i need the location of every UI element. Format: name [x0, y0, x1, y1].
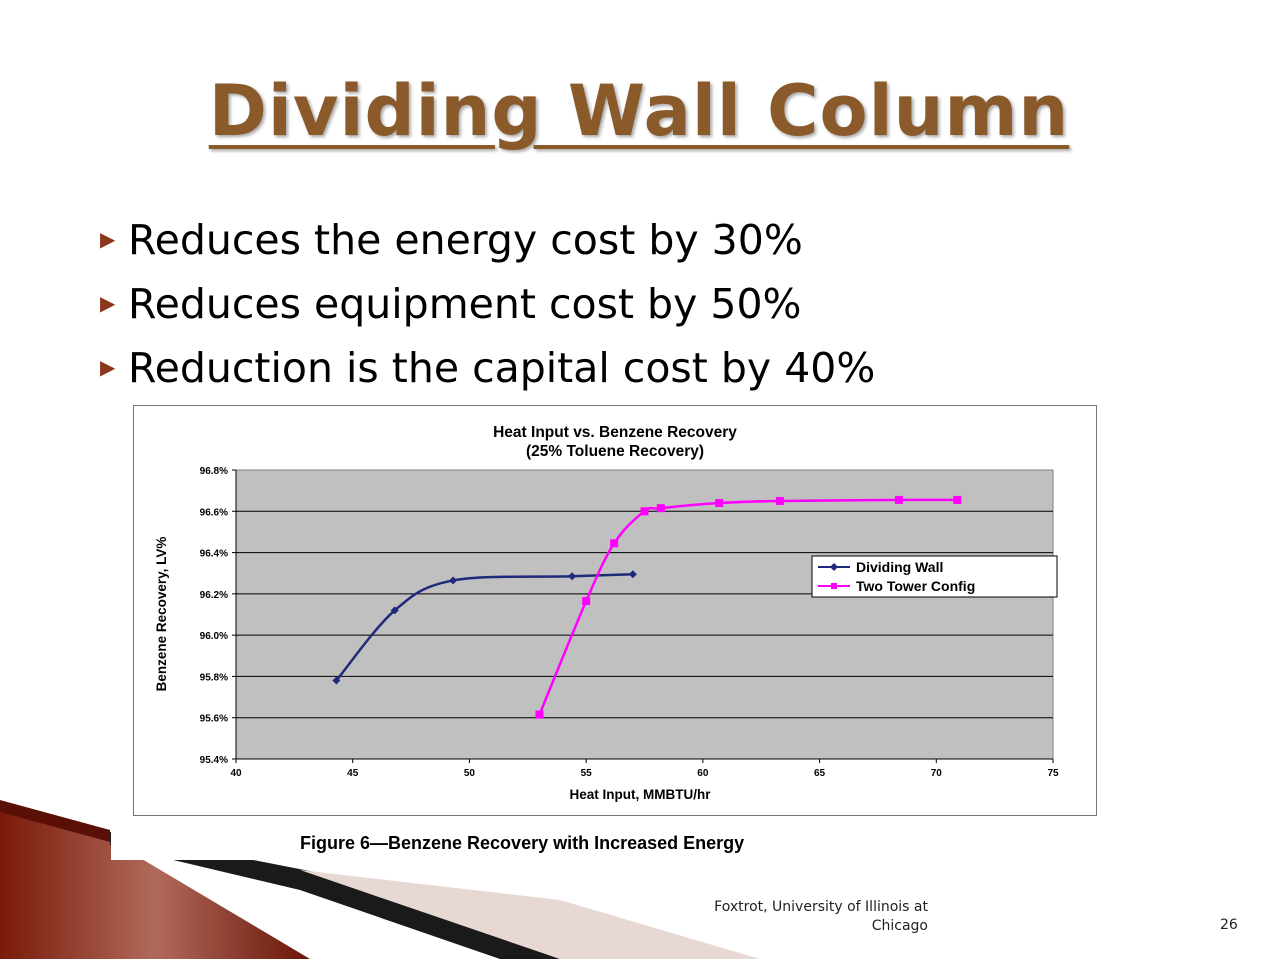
data-point-two-tower-config — [775, 496, 784, 505]
chart-border — [133, 405, 1097, 816]
x-tick-label: 75 — [1047, 768, 1059, 779]
x-axis-ticks: 40 45 50 55 60 65 70 75 — [230, 759, 1059, 779]
legend: Dividing Wall Two Tower Config — [811, 555, 1058, 598]
data-point-two-tower-config — [640, 507, 649, 516]
data-point-two-tower-config — [582, 597, 591, 606]
y-tick-label: 95.6% — [200, 714, 228, 725]
x-tick-label: 45 — [347, 768, 359, 779]
data-point-dividing-wall — [628, 570, 637, 579]
legend-marker-dividing-wall — [830, 563, 838, 571]
x-tick-label: 40 — [230, 768, 242, 779]
x-tick-label: 60 — [697, 768, 709, 779]
x-tick-label: 50 — [464, 768, 476, 779]
data-point-dividing-wall — [332, 676, 341, 685]
x-axis-label: Heat Input, MMBTU/hr — [570, 787, 712, 802]
plot-area — [235, 469, 1054, 760]
bullet-item: ▶ Reduces equipment cost by 50% — [100, 278, 875, 342]
triangle-right-icon: ▶ — [100, 291, 116, 315]
y-tick-label: 96.6% — [200, 507, 228, 518]
bullet-text: Reduction is the capital cost by 40% — [128, 344, 876, 392]
data-point-dividing-wall — [568, 572, 577, 581]
bullet-item: ▶ Reduces the energy cost by 30% — [100, 214, 875, 278]
y-axis-label: Benzene Recovery, LV% — [154, 537, 169, 692]
page-number: 26 — [1220, 917, 1238, 933]
x-tick-label: 55 — [581, 768, 593, 779]
y-tick-label: 96.8% — [200, 466, 228, 477]
y-tick-label: 96.4% — [200, 549, 228, 560]
data-point-two-tower-config — [610, 539, 619, 548]
slide-title: Dividing Wall Column — [208, 70, 1070, 152]
triangle-right-icon: ▶ — [100, 227, 116, 251]
legend-label-dividing-wall: Dividing Wall — [856, 559, 943, 575]
bullet-item: ▶ Reduction is the capital cost by 40% — [100, 342, 875, 406]
y-tick-label: 95.4% — [200, 755, 228, 766]
bullet-text: Reduces equipment cost by 50% — [128, 280, 802, 328]
bullet-text: Reduces the energy cost by 30% — [128, 216, 803, 264]
chart-subtitle: (25% Toluene Recovery) — [526, 443, 704, 460]
figure-caption: Figure 6—Benzene Recovery with Increased… — [300, 833, 745, 853]
data-point-two-tower-config — [535, 710, 544, 719]
legend-marker-two-tower-config — [831, 583, 837, 589]
x-tick-label: 70 — [931, 768, 943, 779]
chart-title: Heat Input vs. Benzene Recovery — [493, 424, 737, 441]
data-point-two-tower-config — [894, 495, 903, 504]
y-axis-ticks: 95.4% 95.6% 95.8% 96.0% 96.2% 96.4% 96.6% 96.8% — [200, 466, 236, 766]
x-tick-label: 65 — [814, 768, 826, 779]
triangle-right-icon: ▶ — [100, 355, 116, 379]
data-point-two-tower-config — [953, 495, 962, 504]
legend-label-two-tower-config: Two Tower Config — [856, 578, 975, 594]
data-point-two-tower-config — [656, 504, 665, 513]
footer-text: Foxtrot, University of Illinois at Chica… — [620, 898, 928, 936]
data-point-dividing-wall — [390, 606, 399, 615]
y-tick-label: 96.2% — [200, 590, 228, 601]
data-point-two-tower-config — [715, 499, 724, 508]
data-point-dividing-wall — [449, 576, 458, 585]
y-tick-label: 96.0% — [200, 631, 228, 642]
series-group — [332, 495, 962, 719]
legend-box — [811, 555, 1058, 598]
footer-line-2: Chicago — [871, 918, 928, 934]
y-tick-label: 95.8% — [200, 672, 228, 683]
footer-line-1: Foxtrot, University of Illinois at — [714, 899, 928, 915]
bullet-list: ▶ Reduces the energy cost by 30% ▶ Reduces… — [100, 214, 875, 406]
